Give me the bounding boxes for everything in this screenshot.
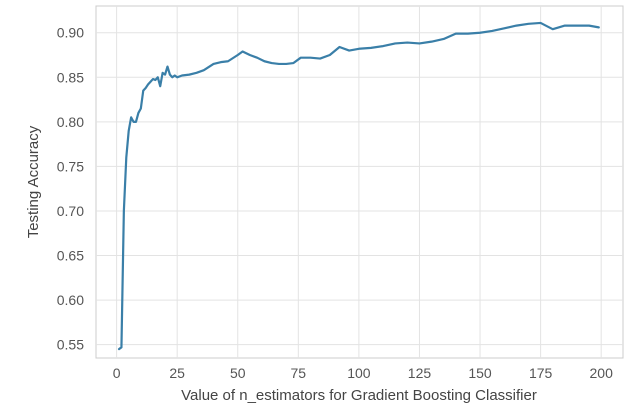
x-tick-label: 125 xyxy=(408,365,432,381)
y-axis-label: Testing Accuracy xyxy=(25,125,42,238)
y-tick-label: 0.55 xyxy=(57,337,84,353)
x-tick-label: 50 xyxy=(230,365,246,381)
x-tick-label: 150 xyxy=(468,365,492,381)
y-tick-label: 0.65 xyxy=(57,248,84,264)
x-tick-label: 25 xyxy=(169,365,185,381)
x-tick-label: 75 xyxy=(291,365,307,381)
x-tick-label: 0 xyxy=(113,365,121,381)
gridlines xyxy=(96,6,623,358)
x-tick-label: 200 xyxy=(590,365,614,381)
y-tick-label: 0.85 xyxy=(57,69,84,85)
accuracy-line xyxy=(117,21,600,351)
plot-area xyxy=(95,5,624,359)
y-tick-label: 0.90 xyxy=(57,25,84,41)
x-tick-label: 175 xyxy=(529,365,553,381)
y-tick-label: 0.75 xyxy=(57,158,84,174)
y-tick-label: 0.60 xyxy=(57,292,84,308)
tick-labels: 0 25 50 75 100 125 150 175 200 0.55 0.60 0.65 0.70 0.… xyxy=(57,25,613,381)
y-tick-label: 0.80 xyxy=(57,114,84,130)
y-tick-label: 0.70 xyxy=(57,203,84,219)
x-axis-label: Value of n_estimators for Gradient Boost… xyxy=(181,387,537,404)
x-tick-label: 100 xyxy=(347,365,371,381)
